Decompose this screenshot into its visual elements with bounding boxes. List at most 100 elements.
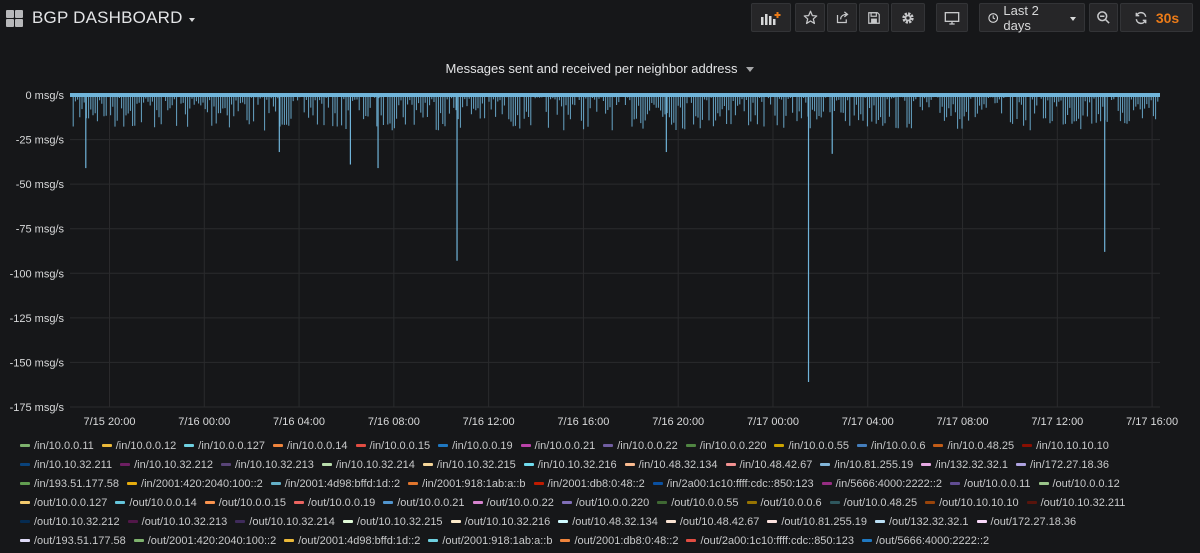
legend-item[interactable]: /out/10.0.0.22 — [472, 494, 554, 513]
legend-item[interactable]: /out/10.48.32.134 — [558, 513, 658, 532]
legend-item[interactable]: /out/10.0.0.6 — [746, 494, 822, 513]
legend-item[interactable]: /in/10.0.48.25 — [933, 437, 1014, 456]
legend-label: /out/10.0.0.21 — [397, 497, 465, 509]
star-button[interactable] — [795, 3, 825, 32]
chevron-down-icon — [1070, 17, 1076, 21]
legend-item[interactable]: /in/10.48.32.134 — [624, 456, 718, 475]
star-icon — [803, 10, 817, 25]
legend-item[interactable]: /out/10.10.32.215 — [342, 513, 443, 532]
legend-swatch — [438, 443, 449, 447]
refresh-interval[interactable]: 30s — [1155, 9, 1180, 26]
legend-item[interactable]: /in/5666:4000:2222::2 — [821, 475, 942, 494]
legend-item[interactable]: /out/5666:4000:2222::2 — [861, 532, 989, 551]
legend-item[interactable]: /out/2001:4d98:bffd:1d::2 — [284, 532, 420, 551]
legend-item[interactable]: /in/10.10.32.213 — [221, 456, 314, 475]
add-panel-button[interactable] — [751, 3, 791, 32]
legend-swatch — [235, 519, 246, 523]
legend-swatch — [560, 538, 571, 542]
legend-item[interactable]: /out/10.0.0.12 — [1038, 475, 1120, 494]
legend-item[interactable]: /out/10.10.32.211 — [1026, 494, 1125, 513]
refresh-icon — [1135, 11, 1147, 24]
legend-item[interactable]: /in/10.0.0.21 — [520, 437, 595, 456]
legend-item[interactable]: /out/172.27.18.36 — [976, 513, 1076, 532]
legend-item[interactable]: /out/10.0.0.15 — [204, 494, 286, 513]
legend-item[interactable]: /out/10.0.0.127 — [20, 494, 107, 513]
legend-item[interactable]: /out/10.10.10.10 — [925, 494, 1019, 513]
legend-item[interactable]: /in/10.0.0.55 — [774, 437, 849, 456]
legend-item[interactable]: /in/2a00:1c10:ffff:cdc::850:123 — [652, 475, 814, 494]
legend-swatch — [558, 519, 569, 523]
legend-label: /out/10.10.32.213 — [141, 516, 228, 528]
legend-item[interactable]: /in/10.0.0.19 — [438, 437, 513, 456]
legend-item[interactable]: /out/10.0.0.55 — [657, 494, 739, 513]
legend-swatch — [1016, 462, 1027, 466]
legend-item[interactable]: /out/10.0.0.220 — [561, 494, 649, 513]
legend-swatch — [821, 481, 832, 485]
tv-mode-button[interactable] — [936, 3, 968, 32]
legend-item[interactable]: /in/10.48.42.67 — [725, 456, 813, 475]
legend-item[interactable]: /in/2001:420:2040:100::2 — [127, 475, 263, 494]
legend-item[interactable]: /out/10.10.32.212 — [20, 513, 120, 532]
legend-item[interactable]: /in/10.0.0.15 — [355, 437, 430, 456]
legend-swatch — [533, 481, 544, 485]
x-tick-label: 7/15 20:00 — [83, 416, 135, 428]
legend-item[interactable]: /in/10.10.32.211 — [20, 456, 112, 475]
legend-item[interactable]: /in/10.0.0.6 — [857, 437, 925, 456]
legend-item[interactable]: /out/10.0.0.11 — [950, 475, 1031, 494]
legend-item[interactable]: /out/10.0.0.14 — [115, 494, 197, 513]
legend-item[interactable]: /out/10.10.32.216 — [450, 513, 550, 532]
legend-swatch — [686, 538, 697, 542]
legend-item[interactable]: /out/10.81.255.19 — [767, 513, 867, 532]
legend-item[interactable]: /in/10.0.0.14 — [272, 437, 348, 456]
legend-item[interactable]: /in/10.0.0.12 — [101, 437, 176, 456]
legend-label: /out/10.10.32.214 — [249, 516, 335, 528]
legend-item[interactable]: /out/10.48.42.67 — [665, 513, 759, 532]
legend-item[interactable]: /in/2001:db8:0:48::2 — [533, 475, 645, 494]
save-button[interactable] — [859, 3, 889, 32]
legend-item[interactable]: /in/10.0.0.127 — [184, 437, 265, 456]
legend-item[interactable]: /out/10.10.32.213 — [127, 513, 228, 532]
legend-item[interactable]: /out/2001:420:2040:100::2 — [133, 532, 276, 551]
legend-item[interactable]: /in/172.27.18.36 — [1016, 456, 1109, 475]
settings-button[interactable] — [891, 3, 925, 32]
legend-swatch — [284, 538, 295, 542]
legend-item[interactable]: /in/2001:918:1ab:a::b — [408, 475, 526, 494]
legend-item[interactable]: /out/2a00:1c10:ffff:cdc::850:123 — [686, 532, 854, 551]
legend-item[interactable]: /in/10.0.0.220 — [685, 437, 766, 456]
legend-swatch — [20, 443, 30, 447]
legend-item[interactable]: /in/10.10.32.216 — [523, 456, 617, 475]
messages-chart[interactable]: 0 msg/s -25 msg/s -50 msg/s -75 msg/s -100 m… — [0, 56, 1200, 431]
legend-item[interactable]: /out/2001:db8:0:48::2 — [560, 532, 678, 551]
legend-item[interactable]: /out/132.32.32.1 — [875, 513, 969, 532]
grid-icon — [6, 9, 23, 27]
dashboard-picker[interactable]: BGP DASHBOARD — [6, 6, 195, 30]
legend-swatch — [450, 519, 461, 523]
legend-item[interactable]: /out/10.0.0.19 — [293, 494, 375, 513]
legend-item[interactable]: /out/10.10.32.214 — [235, 513, 335, 532]
legend-label: /in/10.48.42.67 — [739, 459, 813, 471]
legend-item[interactable]: /out/10.0.48.25 — [829, 494, 917, 513]
legend-item[interactable]: /in/10.0.0.22 — [603, 437, 678, 456]
legend-item[interactable]: /in/10.10.32.212 — [120, 456, 213, 475]
refresh-button[interactable]: 30s — [1120, 3, 1193, 32]
legend-item[interactable]: /in/193.51.177.58 — [20, 475, 119, 494]
time-range-picker[interactable]: Last 2 days — [979, 3, 1085, 33]
legend-item[interactable]: /in/10.10.10.10 — [1022, 437, 1109, 456]
legend-item[interactable]: /in/10.0.0.11 — [20, 437, 94, 456]
legend-item[interactable]: /out/193.51.177.58 — [20, 532, 126, 551]
zoom-out-button[interactable] — [1089, 3, 1118, 32]
dashboard-title[interactable]: BGP DASHBOARD — [32, 8, 183, 27]
legend-item[interactable]: /out/10.0.0.21 — [383, 494, 465, 513]
legend-swatch — [355, 443, 366, 447]
legend-swatch — [472, 500, 483, 504]
share-button[interactable] — [827, 3, 857, 32]
legend-item[interactable]: /in/10.10.32.214 — [321, 456, 415, 475]
legend-item[interactable]: /in/10.10.32.215 — [422, 456, 516, 475]
series-baseline — [70, 93, 1160, 97]
legend-swatch — [875, 519, 885, 523]
panel-title-menu[interactable]: Messages sent and received per neighbor … — [0, 61, 1200, 76]
legend-item[interactable]: /in/2001:4d98:bffd:1d::2 — [270, 475, 400, 494]
legend-item[interactable]: /out/2001:918:1ab:a::b — [428, 532, 552, 551]
legend-item[interactable]: /in/10.81.255.19 — [820, 456, 913, 475]
legend-item[interactable]: /in/132.32.32.1 — [921, 456, 1008, 475]
